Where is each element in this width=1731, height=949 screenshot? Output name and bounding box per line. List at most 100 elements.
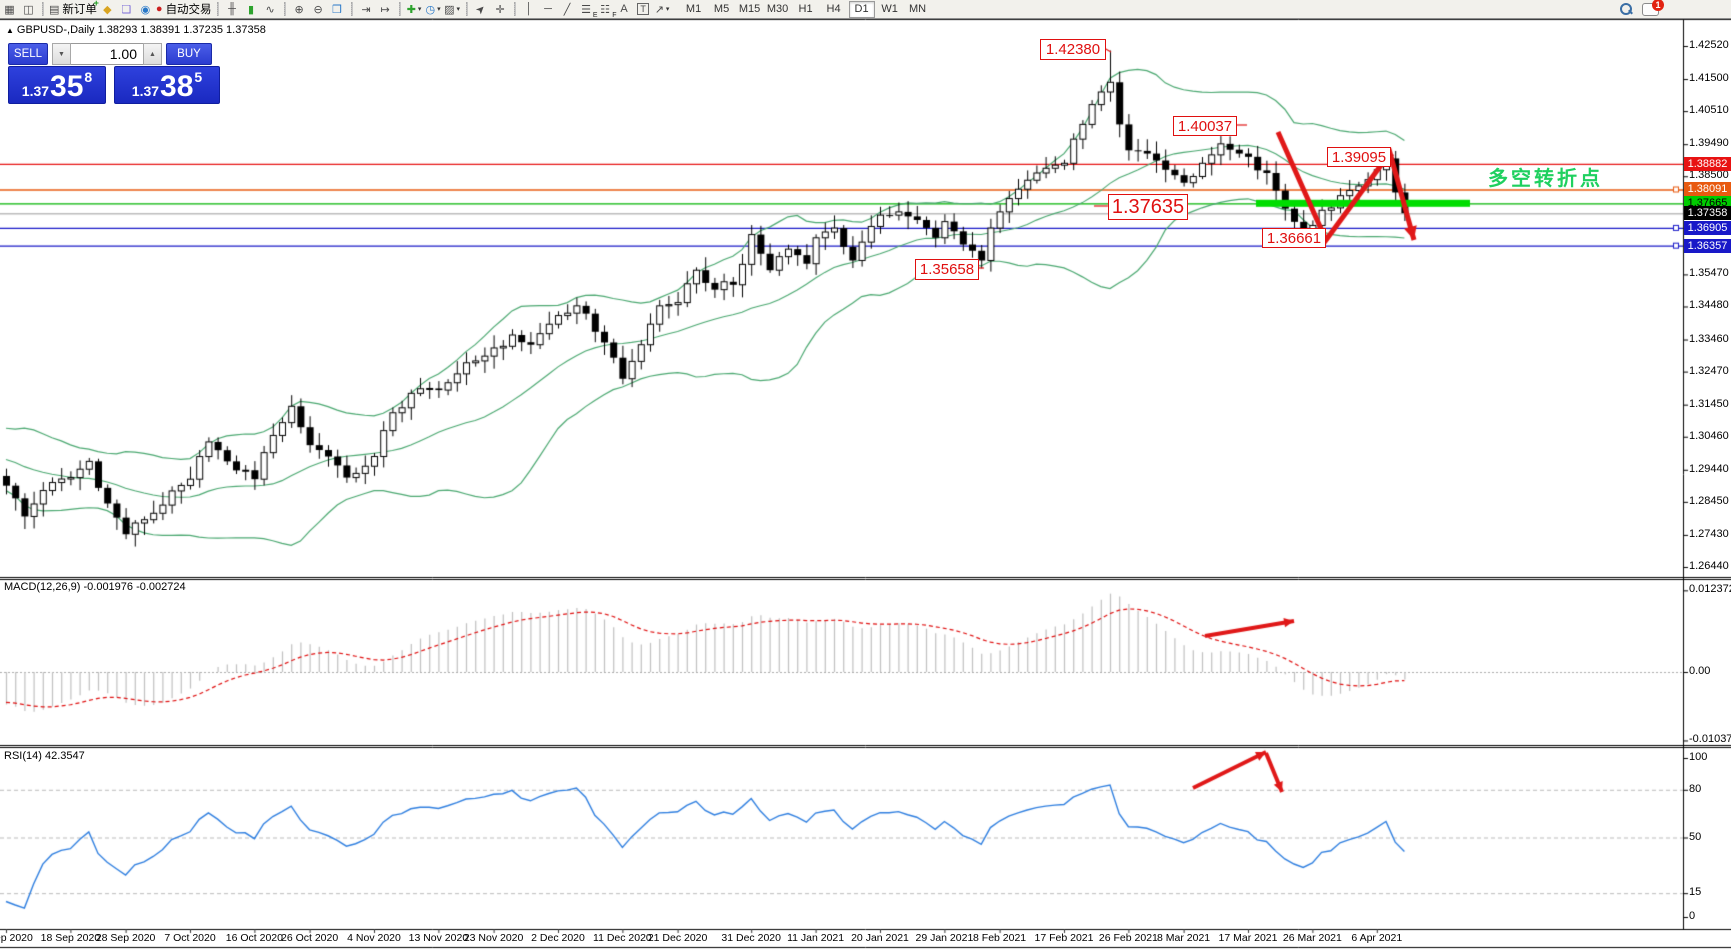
new-order-button[interactable]: ▤ + 新订单 [49,0,99,16]
trendline-tool-icon: ╱ [563,3,571,16]
price-annotation[interactable]: 1.39095 [1327,147,1391,167]
chart-profiles-button[interactable]: ◫ [20,1,37,17]
add-indicator-icon: ✚ [406,3,416,16]
chart-collapse-icon[interactable]: ▲ [6,26,14,35]
add-indicator-button[interactable]: ✚ ▾ [406,3,422,16]
rsi-value: 42.3547 [44,750,85,762]
timeframe-m5-button[interactable]: M5 [713,3,730,15]
timeframe-m1-button[interactable]: M1 [685,3,702,15]
date-axis-label: 17 Feb 2021 [1034,932,1094,944]
price-axis-tick: 1.41500 [1689,72,1729,85]
main-chart-panel[interactable] [0,20,1683,577]
timeframe-w1-button[interactable]: W1 [881,3,898,15]
timeframe-d1-button[interactable]: D1 [848,0,875,18]
arrows-tool-icon: ↗ [654,3,664,16]
date-axis-label: 18 Sep 2020 [40,932,101,944]
lot-increase-button[interactable]: ▲ [143,43,162,65]
news-icon: ◉ [140,3,151,16]
bar-chart-button[interactable]: ╫ [224,1,241,17]
price-annotation[interactable]: 1.35658 [915,259,979,280]
new-chart-button[interactable]: ▦ [1,1,18,17]
templates-button[interactable]: ▨ ▾ [444,3,461,16]
rsi-axis-tick: 0 [1689,910,1696,922]
label-tool-button[interactable]: T [635,1,652,17]
search-icon[interactable] [1618,1,1634,17]
text-tool-icon: A [620,3,628,15]
timeframe-mn-button[interactable]: MN [909,3,927,15]
date-axis-label: 29 Jan 2021 [915,932,974,944]
sell-price-big-figure: 1.37 [21,83,50,99]
zoom-out-button[interactable]: ⊖ [310,1,327,17]
price-axis-tick: 1.40510 [1689,104,1729,117]
templates-icon: ▨ [444,3,455,16]
price-axis-badge: 1.37358 [1684,206,1731,221]
cursor-tool-icon: ➤ [473,1,489,17]
date-axis-label: 28 Sep 2020 [95,932,156,944]
date-axis-label: 7 Oct 2020 [164,932,216,944]
price-annotation[interactable]: 1.42380 [1040,39,1106,60]
date-axis-label: 26 Mar 2021 [1282,932,1342,944]
line-chart-button[interactable]: ∿ [262,1,279,17]
auto-scroll-icon: ↦ [380,3,390,16]
label-tool-icon: T [637,3,649,15]
periods-button[interactable]: ◷ ▾ [425,3,441,16]
price-axis-tick: 1.30460 [1689,429,1729,442]
horizontal-line-tool-button[interactable]: ─ [540,1,557,17]
chat-icon: ❑ [121,3,132,16]
date-axis-label: 23 Nov 2020 [463,932,524,944]
price-axis-tick: 1.38500 [1689,169,1729,182]
rsi-panel[interactable] [0,748,1683,929]
toolbar: ▦ ◫ ▤ + 新订单 ◆ ❑ ◉ ● 自动交易 ╫ ▮ ∿ ⊕ ⊖ ❒ ⇥ ↦ ✚ ▾ ◷ ▾ ▨ ▾ ➤ ✛ │ ─ ╱ ☰ E ☷ F A T… [0,0,1731,19]
vertical-line-tool-button[interactable]: │ [521,1,538,17]
date-axis-label: 6 Apr 2021 [1351,932,1403,944]
bull-bear-turning-point-note[interactable]: 多空转折点 [1488,168,1603,190]
text-tool-button[interactable]: A [616,1,633,17]
buy-button[interactable]: BUY [166,43,212,65]
sell-price-pipette: 8 [84,69,93,85]
lot-size-input[interactable] [71,43,143,65]
buy-price-big-figure: 1.37 [131,83,160,99]
date-axis-label: 13 Nov 2020 [408,932,469,944]
elliott-tool-button[interactable]: ☰ E [581,3,598,20]
sell-button[interactable]: SELL [8,43,48,65]
timeframe-h1-button[interactable]: H1 [798,3,813,15]
auto-scroll-button[interactable]: ↦ [377,1,394,17]
search-icon-circle [1620,3,1632,15]
shift-end-button[interactable]: ⇥ [358,1,375,17]
elliott-tool-icon: ☰ [581,3,591,16]
buy-price-pipette: 5 [194,69,203,85]
date-axis-label: 17 Mar 2021 [1218,932,1278,944]
timeframe-m30-button[interactable]: M30 [766,3,789,15]
timeframe-h4-button[interactable]: H4 [826,3,841,15]
autotrading-button[interactable]: ● 自动交易 [156,1,212,17]
sell-price-button[interactable]: 1.37 35 8 [8,66,106,104]
highlight-tool-button[interactable]: ◆ [99,1,116,17]
macd-axis-tick: 0.00 [1689,665,1711,677]
one-click-trading-panel: SELL ▼ ▲ BUY 1.37 35 8 1.37 38 5 [8,43,220,104]
price-axis-tick: 1.26440 [1689,559,1729,572]
tile-windows-button[interactable]: ❒ [329,1,346,17]
lot-decrease-button[interactable]: ▼ [52,43,71,65]
trendline-tool-button[interactable]: ╱ [559,1,576,17]
fibonacci-tool-button[interactable]: ☷ F [600,3,617,20]
bar-chart-icon: ╫ [228,3,236,15]
notification-badge: 1 [1652,0,1664,11]
date-axis-label: 9 Sep 2020 [0,932,33,944]
cursor-tool-button[interactable]: ➤ [473,1,490,17]
arrows-tool-button[interactable]: ↗ ▾ [654,3,670,16]
date-axis-label: 11 Dec 2020 [593,932,652,944]
candlestick-chart-button[interactable]: ▮ [243,1,260,17]
price-annotation[interactable]: 1.40037 [1173,116,1237,136]
zoom-in-button[interactable]: ⊕ [291,1,308,17]
price-annotation[interactable]: 1.36661 [1262,228,1326,248]
price-annotation[interactable]: 1.37635 [1108,194,1188,220]
timeframe-m15-button[interactable]: M15 [738,3,761,15]
buy-price-button[interactable]: 1.37 38 5 [114,66,220,104]
chat-button[interactable]: ❑ [118,1,135,17]
crosshair-tool-button[interactable]: ✛ [492,1,509,17]
notifications-icon[interactable]: 1 [1642,0,1664,16]
macd-panel[interactable] [0,580,1683,745]
news-button[interactable]: ◉ [137,1,154,17]
crosshair-tool-icon: ✛ [495,3,505,16]
